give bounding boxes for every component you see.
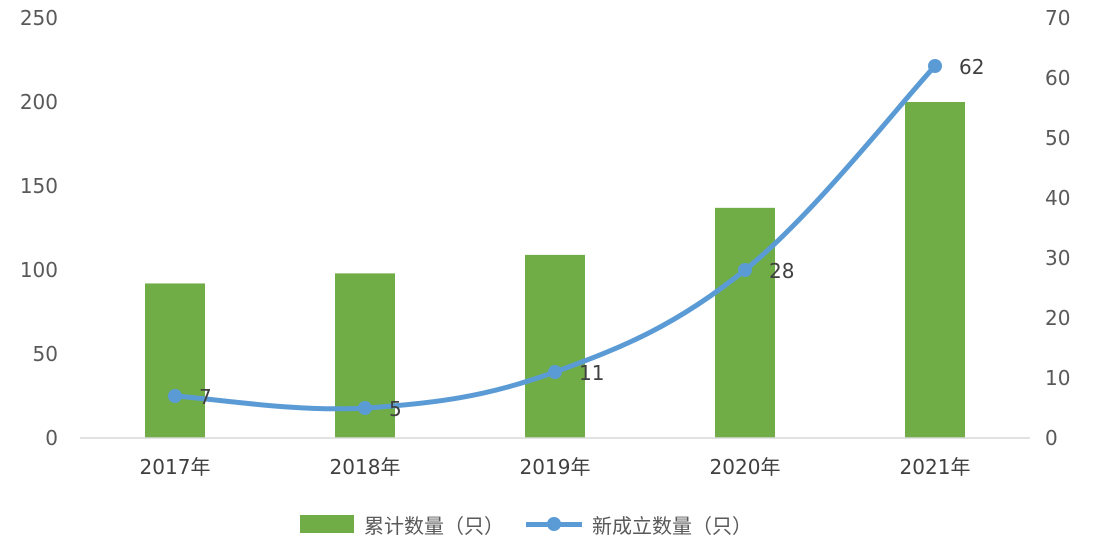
- category-label: 2018年: [330, 455, 401, 479]
- bar-series: [145, 102, 965, 438]
- combo-chart: 0 50 100 150 200 250 0 10 20 30 40 50 60 70 7 5 11 28 62…: [20, 6, 1071, 479]
- line-point: [928, 59, 942, 73]
- line-series: 7 5 11 28 62: [168, 55, 984, 421]
- line-data-label: 5: [389, 397, 402, 421]
- left-tick-label: 200: [20, 90, 58, 114]
- bar: [145, 283, 205, 438]
- right-tick-label: 60: [1045, 66, 1070, 90]
- line-data-label: 62: [959, 55, 984, 79]
- left-tick-label: 0: [45, 426, 58, 450]
- right-tick-label: 10: [1045, 366, 1070, 390]
- right-tick-label: 30: [1045, 246, 1070, 270]
- series-line: [172, 63, 938, 412]
- category-label: 2019年: [520, 455, 591, 479]
- line-data-label: 11: [579, 361, 604, 385]
- right-tick-label: 50: [1045, 126, 1070, 150]
- legend-swatch-line: [526, 515, 582, 533]
- category-label: 2017年: [140, 455, 211, 479]
- category-label: 2021年: [900, 455, 971, 479]
- right-tick-label: 40: [1045, 186, 1070, 210]
- legend-label-cumulative: 累计数量（只）: [364, 513, 504, 538]
- line-point: [358, 401, 372, 415]
- bar: [715, 207, 775, 438]
- legend-item-cumulative: 累计数量（只）: [300, 510, 504, 539]
- right-tick-label: 20: [1045, 306, 1070, 330]
- left-tick-label: 50: [33, 342, 58, 366]
- legend-item-new: 新成立数量（只）: [526, 510, 752, 539]
- left-tick-label: 150: [20, 174, 58, 198]
- line-point: [548, 365, 562, 379]
- legend: 累计数量（只） 新成立数量（只）: [300, 507, 774, 541]
- right-tick-label: 70: [1045, 6, 1070, 30]
- line-point: [738, 263, 752, 277]
- right-y-axis: 0 10 20 30 40 50 60 70: [1045, 6, 1070, 450]
- line-data-label: 7: [199, 385, 212, 409]
- x-axis-categories: 2017年 2018年 2019年 2020年 2021年: [140, 455, 971, 479]
- bar: [525, 254, 585, 438]
- right-tick-label: 0: [1045, 426, 1058, 450]
- category-label: 2020年: [710, 455, 781, 479]
- left-tick-label: 250: [20, 6, 58, 30]
- legend-swatch-bar: [300, 515, 354, 533]
- left-tick-label: 100: [20, 258, 58, 282]
- legend-label-new: 新成立数量（只）: [592, 513, 752, 538]
- left-y-axis: 0 50 100 150 200 250: [20, 6, 58, 450]
- bar: [905, 102, 965, 438]
- line-data-label: 28: [769, 259, 794, 283]
- line-point: [168, 389, 182, 403]
